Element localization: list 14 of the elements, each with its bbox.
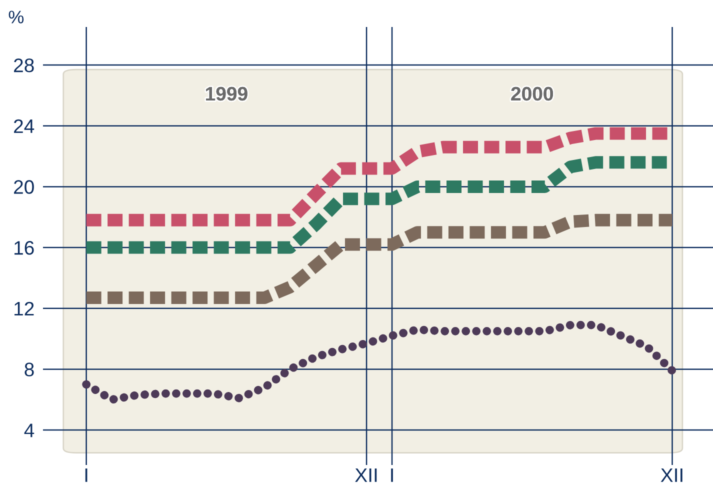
y-tick-label: 28 [14, 58, 34, 72]
x-tick-label: I [85, 468, 88, 482]
x-tick-label: XII [355, 468, 377, 482]
y-tick-label: 12 [14, 302, 34, 316]
y-axis-title: % [8, 10, 24, 24]
y-tick-label: 4 [24, 424, 34, 438]
annotation: 2000 [511, 86, 553, 101]
y-tick-label: 8 [24, 362, 34, 376]
y-tick-label: 24 [14, 119, 34, 133]
y-tick-label: 16 [14, 240, 34, 255]
y-tick-label: 20 [14, 180, 34, 194]
x-tick-label: I [391, 468, 393, 482]
x-tick-label: XII [660, 468, 682, 482]
annotation: 1999 [206, 86, 248, 101]
